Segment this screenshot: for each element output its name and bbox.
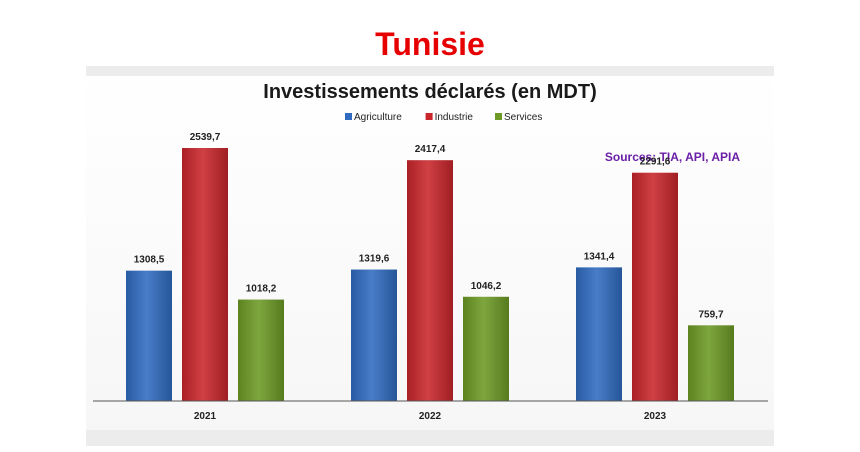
x-tick-2023: 2023: [644, 411, 667, 422]
data-label-services-2022: 1046,2: [471, 281, 502, 292]
x-tick-2021: 2021: [194, 411, 217, 422]
bar-industrie-2021: [182, 148, 228, 401]
x-tick-labels: 2021 2022 2023: [194, 411, 667, 422]
legend-swatch-services: [495, 113, 502, 120]
data-label-agriculture-2022: 1319,6: [359, 254, 390, 265]
bar-agriculture-2021: [126, 270, 172, 401]
bars-group: 1308,5 2539,7 1018,2 1319,6 2417,4 1046,2 1341…: [126, 132, 734, 401]
bar-services-2023: [688, 325, 734, 401]
bar-services-2022: [463, 296, 509, 401]
bar-services-2021: [238, 299, 284, 401]
legend: Agriculture Industrie Services: [345, 112, 542, 123]
x-tick-2022: 2022: [419, 411, 442, 422]
data-label-industrie-2022: 2417,4: [415, 144, 446, 155]
chart-title: Investissements déclarés (en MDT): [263, 81, 596, 103]
bar-industrie-2022: [407, 160, 453, 401]
data-label-services-2021: 1018,2: [246, 284, 277, 295]
chart-source: Sources: TIA, API, APIA: [605, 150, 740, 164]
legend-swatch-industrie: [425, 113, 433, 120]
page-title: Tunisie: [375, 26, 485, 62]
data-label-industrie-2021: 2539,7: [190, 132, 221, 143]
data-label-agriculture-2023: 1341,4: [584, 251, 615, 262]
legend-label-agriculture: Agriculture: [354, 112, 402, 123]
bar-agriculture-2023: [576, 267, 622, 401]
data-label-services-2023: 759,7: [698, 309, 723, 320]
legend-swatch-agriculture: [345, 113, 352, 120]
bar-agriculture-2022: [351, 269, 397, 401]
data-label-agriculture-2021: 1308,5: [134, 255, 165, 266]
legend-label-industrie: Industrie: [435, 112, 474, 123]
legend-label-services: Services: [504, 112, 542, 123]
data-label-industrie-2023: 2291,6: [640, 157, 671, 168]
bar-industrie-2023: [632, 172, 678, 401]
